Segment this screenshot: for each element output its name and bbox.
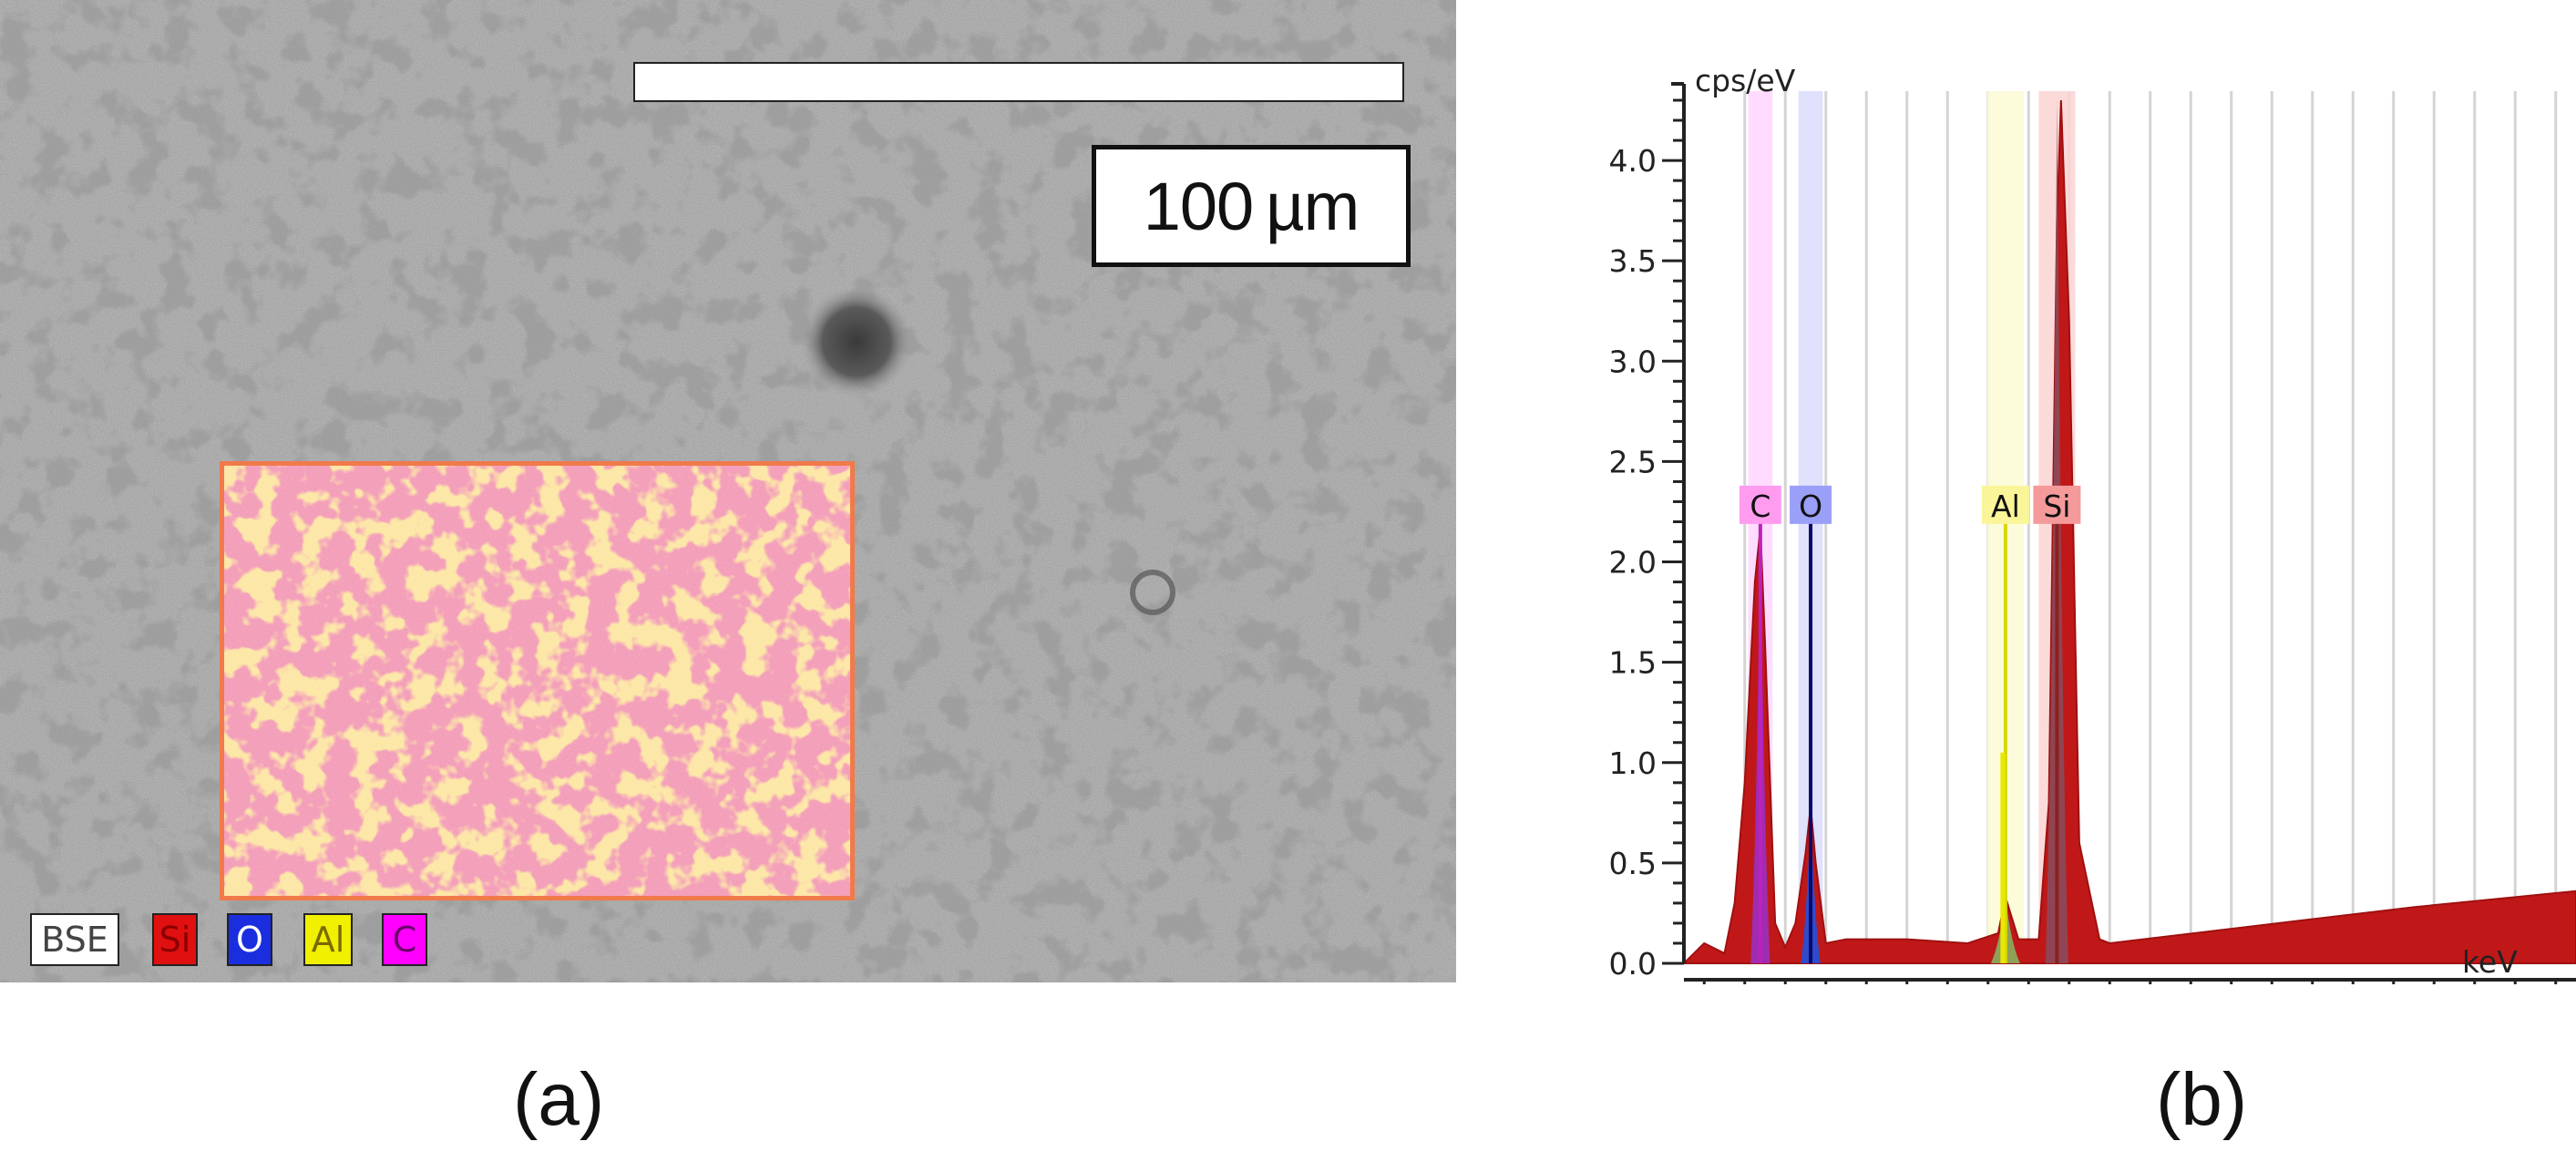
y-tick-label: 2.5 [1609, 444, 1657, 479]
sem-micrograph: 100 µm BSE Si O [0, 0, 1456, 982]
grid-lines [1743, 91, 2558, 963]
legend-label-al: Al [311, 920, 345, 960]
y-tick-label: 1.0 [1609, 746, 1657, 781]
legend-item-o: O [227, 913, 272, 966]
y-tick-label: 3.5 [1609, 243, 1657, 279]
legend-label-si: Si [159, 920, 191, 960]
legend-item-bse: BSE [30, 913, 119, 966]
peak-tag-label-c: C [1750, 488, 1770, 524]
legend-label-o: O [236, 920, 263, 960]
axes: 0.00.51.01.52.02.53.03.54.01234 [1609, 82, 2576, 984]
scale-bar [633, 62, 1404, 102]
caption-a: (a) [513, 1058, 605, 1141]
y-tick-label: 2.0 [1609, 545, 1657, 581]
scale-label: 100 µm [1143, 168, 1360, 244]
scale-label-box: 100 µm [1092, 145, 1411, 267]
peak-tag-c [1739, 485, 1781, 524]
peak-tag-label-si: Si [2043, 488, 2070, 524]
legend-label-bse: BSE [41, 920, 108, 960]
x-axis-label: keV [2462, 944, 2518, 980]
legend-item-al: Al [303, 913, 353, 966]
peak-tag-label-al: Al [1991, 488, 2020, 524]
legend-label-c: C [392, 920, 417, 960]
peak-bands [1748, 91, 2076, 963]
y-tick-label: 0.0 [1609, 946, 1657, 982]
peak-tag-label-o: O [1799, 488, 1822, 524]
peak-tag-si [2033, 485, 2081, 524]
y-tick-label: 4.0 [1609, 143, 1657, 179]
y-axis-label: cps/eV [1695, 63, 1796, 98]
peak-markers: C O Al Si [1739, 100, 2081, 963]
y-tick-label: 1.5 [1609, 645, 1657, 681]
y-tick-label: 3.0 [1609, 344, 1657, 379]
y-tick-label: 0.5 [1609, 846, 1657, 881]
legend-item-si: Si [152, 913, 198, 966]
peak-tag-o [1790, 485, 1832, 524]
peak-tag-al [1981, 485, 2029, 524]
edx-map-texture [224, 466, 850, 896]
legend-item-c: C [382, 913, 427, 966]
caption-b: (b) [2156, 1058, 2248, 1141]
edx-map-overlay [220, 461, 855, 900]
